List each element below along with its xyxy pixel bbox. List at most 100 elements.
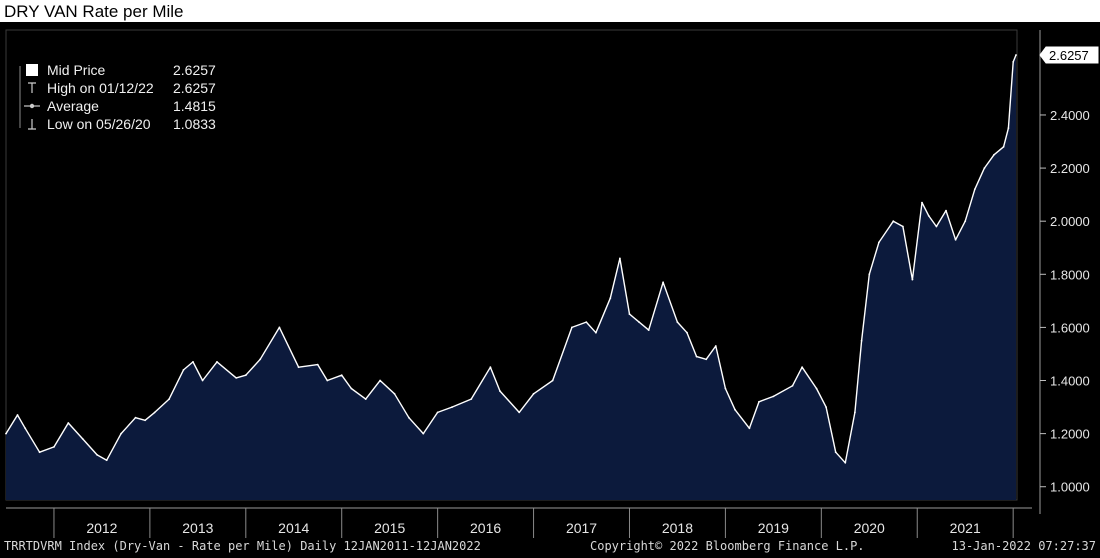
x-tick-label: 2019 (758, 520, 789, 536)
data-point (393, 392, 396, 395)
legend-item: Mid Price 2.6257 (26, 62, 216, 78)
data-point (647, 329, 650, 331)
data-point (144, 419, 147, 422)
legend-label: Average (47, 98, 99, 114)
legend-value: 1.4815 (173, 98, 216, 114)
data-point (278, 326, 281, 329)
y-tick-label: 1.6000 (1050, 320, 1090, 335)
data-point (734, 408, 736, 411)
data-point (927, 215, 930, 217)
y-tick-label: 1.4000 (1050, 374, 1090, 389)
data-point (408, 416, 410, 419)
legend-value: 1.0833 (173, 116, 216, 132)
data-point (216, 361, 218, 363)
x-tick-label: 2018 (662, 520, 693, 536)
y-tick-label: 1.8000 (1050, 267, 1090, 282)
data-point (973, 188, 976, 191)
data-point (868, 273, 871, 276)
data-point (585, 321, 588, 323)
data-point (772, 395, 775, 398)
last-value-tag (1039, 46, 1099, 64)
data-point (791, 384, 794, 387)
data-point (945, 209, 947, 212)
data-point (259, 358, 262, 361)
data-point (16, 414, 19, 416)
legend-value: 2.6257 (173, 80, 216, 96)
data-point (316, 363, 319, 366)
data-point (686, 331, 688, 334)
data-point (168, 398, 171, 400)
data-point (182, 369, 185, 371)
data-point (714, 345, 717, 347)
data-point (235, 377, 238, 379)
legend-value: 2.6257 (173, 62, 216, 78)
x-tick-label: 2020 (854, 520, 885, 536)
average-dot-icon (29, 103, 35, 109)
series-area-0 (6, 55, 1016, 500)
data-point (297, 366, 300, 369)
data-point (38, 451, 41, 454)
data-point (854, 411, 856, 414)
data-point (551, 379, 554, 382)
data-point (53, 446, 55, 448)
data-point (695, 355, 698, 358)
y-tick-label: 2.2000 (1050, 161, 1090, 176)
data-point (662, 281, 664, 284)
data-point (911, 278, 914, 281)
x-tick-label: 2015 (374, 520, 405, 536)
square-icon (26, 64, 38, 76)
data-point (489, 366, 492, 369)
legend-item: Average 1.4815 (24, 98, 216, 114)
data-point (964, 220, 967, 223)
data-point (619, 257, 621, 260)
page-title: DRY VAN Rate per Mile (4, 2, 184, 21)
data-point (451, 406, 453, 408)
data-point (1012, 61, 1015, 63)
legend-label: Low on 05/26/20 (47, 116, 151, 132)
data-point (860, 339, 863, 342)
data-point (470, 398, 473, 400)
data-point (153, 411, 156, 414)
data-point (1007, 127, 1010, 130)
x-tick-label: 2012 (86, 520, 117, 536)
data-point (609, 297, 612, 300)
data-point (499, 390, 501, 392)
data-point (628, 313, 631, 315)
chart-area: 1.0000 1.2000 1.4000 1.6000 1.8000 2.0000 2.20… (0, 22, 1100, 558)
data-point (1015, 54, 1017, 56)
data-point (571, 326, 573, 329)
data-point (326, 379, 329, 382)
legend-label: High on 01/12/22 (47, 80, 154, 96)
data-point (436, 411, 439, 414)
y-tick-label: 2.4000 (1050, 108, 1090, 123)
data-point (758, 400, 760, 403)
data-point (67, 422, 70, 424)
data-point (192, 361, 194, 363)
data-point (350, 387, 353, 390)
data-point (834, 451, 837, 454)
data-point (379, 379, 381, 382)
chart-svg: 1.0000 1.2000 1.4000 1.6000 1.8000 2.0000 2.20… (5, 29, 1099, 538)
x-tick-label: 2013 (182, 520, 213, 536)
footer-copyright: Copyright© 2022 Bloomberg Finance L.P. (590, 539, 865, 553)
y-tick-label: 1.2000 (1050, 427, 1090, 442)
data-point (120, 432, 122, 435)
data-point (825, 406, 827, 408)
legend-item: Low on 05/26/20 1.0833 (28, 116, 216, 132)
high-marker-icon (28, 82, 36, 93)
data-point (993, 153, 995, 156)
chart-legend: Mid Price 2.6257 High on 01/12/22 2.6257 Ave… (19, 62, 216, 132)
data-point (422, 432, 425, 435)
data-point (748, 427, 751, 430)
data-point (705, 358, 708, 361)
legend-item: High on 01/12/22 2.6257 (28, 80, 216, 96)
data-point (24, 427, 27, 430)
x-tick-label: 2016 (470, 520, 501, 536)
y-tick-label: 2.0000 (1050, 214, 1090, 229)
data-point (134, 416, 137, 419)
data-point (638, 321, 640, 323)
x-tick-label: 2017 (566, 520, 597, 536)
legend-label: Mid Price (47, 62, 106, 78)
data-point (105, 459, 108, 462)
data-point (892, 220, 895, 223)
